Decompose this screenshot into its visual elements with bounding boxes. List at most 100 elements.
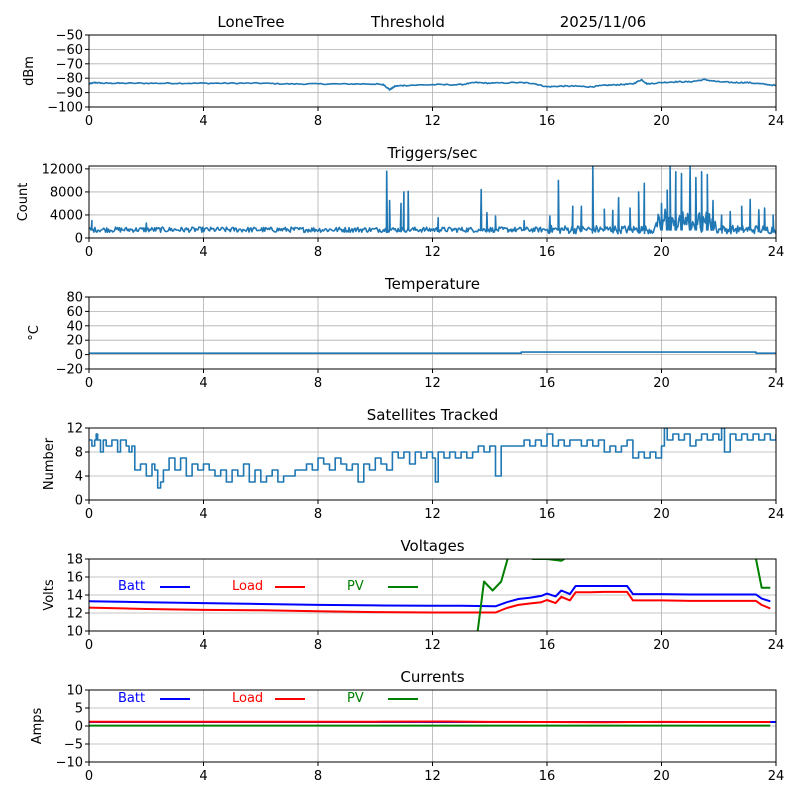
x-tick-label: 24	[768, 638, 785, 653]
x-tick-label: 0	[85, 638, 93, 653]
x-tick-label: 4	[199, 376, 207, 391]
y-tick-label: −90	[56, 86, 83, 101]
y-axis-label: Volts	[42, 579, 57, 611]
y-tick-label: 0	[75, 720, 83, 735]
y-tick-label: 0	[75, 232, 83, 247]
series-line-temperature	[89, 351, 776, 354]
series-group	[89, 559, 771, 631]
x-tick-label: 0	[85, 114, 93, 129]
series-line-signal	[89, 78, 776, 91]
x-tick-label: 24	[768, 114, 785, 129]
x-tick-label: 4	[199, 507, 207, 522]
x-tick-label: 4	[199, 638, 207, 653]
y-tick-label: −50	[56, 29, 83, 44]
x-tick-label: 16	[539, 114, 556, 129]
series-line-satellites	[89, 428, 776, 489]
legend-label-batt: Batt	[118, 691, 145, 706]
series-group	[89, 78, 776, 91]
y-tick-label: −5	[64, 738, 83, 753]
y-tick-label: −70	[56, 57, 83, 72]
y-tick-label: 10	[66, 684, 83, 699]
x-tick-label: 20	[653, 245, 670, 260]
y-tick-label: −60	[56, 43, 83, 58]
x-tick-label: 20	[653, 376, 670, 391]
y-tick-label: 5	[75, 702, 83, 717]
series-line-pv	[476, 559, 771, 631]
panel-signal: 0 4 8 12 16 20 24 −100−90−80−70−60−50 dBm	[22, 29, 784, 130]
x-tick-label: 20	[653, 769, 670, 784]
series-group	[89, 428, 776, 489]
y-tick-label: −10	[56, 756, 83, 771]
legend-label-batt: Batt	[118, 579, 145, 594]
panel-currents: 0 4 8 12 16 20 24 −10 −5 0 5 10 Amps Currents Batt Load…	[30, 668, 784, 784]
x-tick-label: 12	[424, 769, 441, 784]
x-tick-label: 20	[653, 114, 670, 129]
y-tick-label: 80	[66, 291, 83, 306]
y-tick-label: 14	[66, 589, 83, 604]
series-line-load	[89, 720, 771, 724]
series-group	[89, 720, 776, 727]
x-tick-label: 12	[424, 638, 441, 653]
y-axis-label: Count	[16, 183, 31, 222]
x-tick-label: 4	[199, 245, 207, 260]
y-tick-label: 4000	[50, 208, 83, 223]
x-tick-label: 12	[424, 507, 441, 522]
panel-title: Satellites Tracked	[367, 406, 498, 424]
x-tick-label: 8	[314, 245, 322, 260]
panel-satellites: 0 4 8 12 16 20 24 0 4 8 12 Number Satellites Tracked	[42, 406, 784, 522]
y-tick-label: 60	[66, 305, 83, 320]
x-tick-label: 16	[539, 507, 556, 522]
panel-title: Currents	[400, 668, 464, 686]
x-tick-label: 12	[424, 114, 441, 129]
x-tick-label: 4	[199, 114, 207, 129]
x-tick-label: 0	[85, 507, 93, 522]
y-tick-label: 0	[75, 348, 83, 363]
panel-title: Temperature	[384, 275, 480, 293]
series-group	[89, 166, 776, 235]
y-tick-label: 20	[66, 334, 83, 349]
x-tick-label: 4	[199, 769, 207, 784]
series-line-load	[89, 590, 771, 614]
legend-label-pv: PV	[347, 579, 364, 594]
legend-label-load: Load	[232, 691, 263, 706]
x-tick-label: 8	[314, 507, 322, 522]
x-tick-label: 16	[539, 769, 556, 784]
x-tick-label: 0	[85, 245, 93, 260]
x-tick-label: 24	[768, 769, 785, 784]
series-group	[89, 351, 776, 354]
header-station: LoneTree	[217, 13, 284, 31]
y-tick-label: 4	[75, 470, 83, 485]
series-line-batt	[89, 585, 771, 608]
y-axis-label: dBm	[22, 56, 37, 86]
panel-voltages: 0 4 8 12 16 20 24 10 12 14 16 18 Volts Voltages Batt Lo…	[42, 537, 784, 653]
header-date: 2025/11/06	[560, 13, 646, 31]
y-tick-label: −20	[56, 363, 83, 378]
x-tick-label: 16	[539, 638, 556, 653]
y-tick-label: 10	[66, 625, 83, 640]
x-tick-label: 0	[85, 769, 93, 784]
y-tick-label: −80	[56, 72, 83, 87]
x-tick-label: 8	[314, 638, 322, 653]
x-tick-label: 24	[768, 507, 785, 522]
x-tick-label: 8	[314, 376, 322, 391]
y-tick-label: 8	[75, 446, 83, 461]
y-tick-label: 40	[66, 319, 83, 334]
y-tick-label: 18	[66, 553, 83, 568]
panel-triggers: 0 4 8 12 16 20 24 0 4000 8000 12000 Count Triggers/s…	[16, 144, 784, 260]
y-tick-label: 12000	[42, 162, 83, 177]
y-axis-label: Number	[42, 437, 57, 490]
y-tick-label: 12	[66, 422, 83, 437]
y-axis-label: °C	[27, 325, 42, 341]
x-tick-label: 12	[424, 376, 441, 391]
x-tick-label: 12	[424, 245, 441, 260]
x-tick-label: 8	[314, 769, 322, 784]
x-tick-label: 24	[768, 245, 785, 260]
x-tick-label: 16	[539, 376, 556, 391]
x-tick-label: 24	[768, 376, 785, 391]
legend-label-pv: PV	[347, 691, 364, 706]
legend-label-load: Load	[232, 579, 263, 594]
x-tick-label: 0	[85, 376, 93, 391]
panel-title: Voltages	[400, 537, 464, 555]
x-tick-label: 20	[653, 638, 670, 653]
